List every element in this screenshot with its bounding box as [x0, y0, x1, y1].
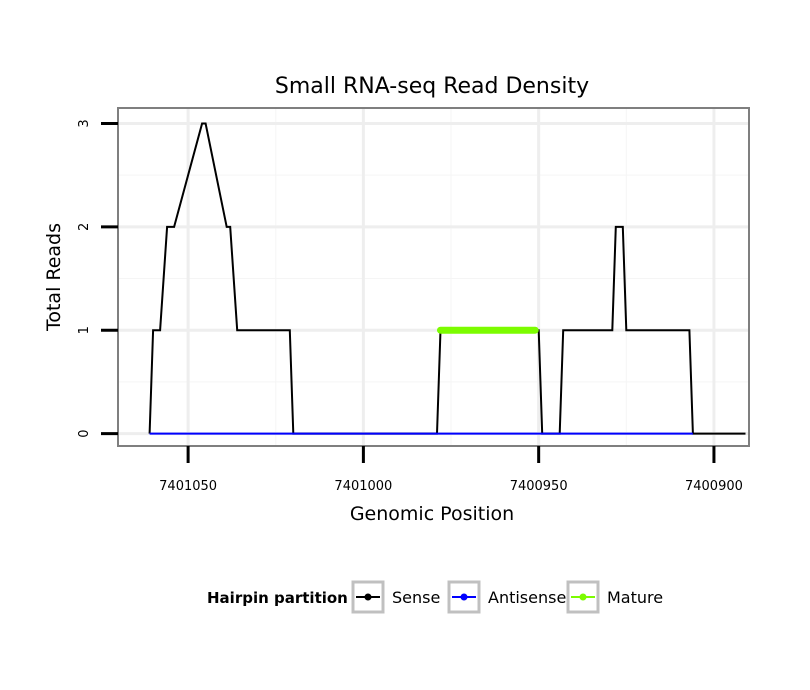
legend-dot-antisense: [460, 593, 468, 601]
axes: 7401050 7401000 7400950 7400900 0 1 2 3: [77, 119, 743, 494]
x-tick-label: 7400900: [685, 479, 743, 494]
plot-panel: [117, 107, 750, 447]
legend-item-antisense[interactable]: Antisense: [447, 580, 566, 614]
x-tick-label: 7400950: [510, 479, 568, 494]
x-tick-label: 7401050: [159, 479, 217, 494]
legend-title: Hairpin partition: [207, 589, 348, 607]
y-tick-label: 0: [77, 429, 92, 437]
y-tick-label: 3: [77, 119, 92, 127]
y-axis-label: Total Reads: [43, 223, 65, 332]
x-tick-label: 7401000: [334, 479, 392, 494]
y-tick-label: 2: [77, 223, 92, 231]
legend: Hairpin partition Sense Antisense Mature: [207, 580, 663, 614]
legend-label-antisense: Antisense: [488, 588, 566, 607]
legend-dot-sense: [364, 593, 372, 601]
legend-item-sense[interactable]: Sense: [351, 580, 440, 614]
grid: [119, 109, 748, 445]
series-group: [148, 122, 746, 435]
legend-label-mature: Mature: [607, 588, 663, 607]
x-axis-label: Genomic Position: [350, 503, 514, 525]
legend-dot-mature: [579, 593, 587, 601]
chart-title: Small RNA-seq Read Density: [275, 74, 589, 99]
legend-item-mature[interactable]: Mature: [566, 580, 663, 614]
legend-label-sense: Sense: [392, 588, 440, 607]
y-tick-label: 1: [77, 326, 92, 334]
